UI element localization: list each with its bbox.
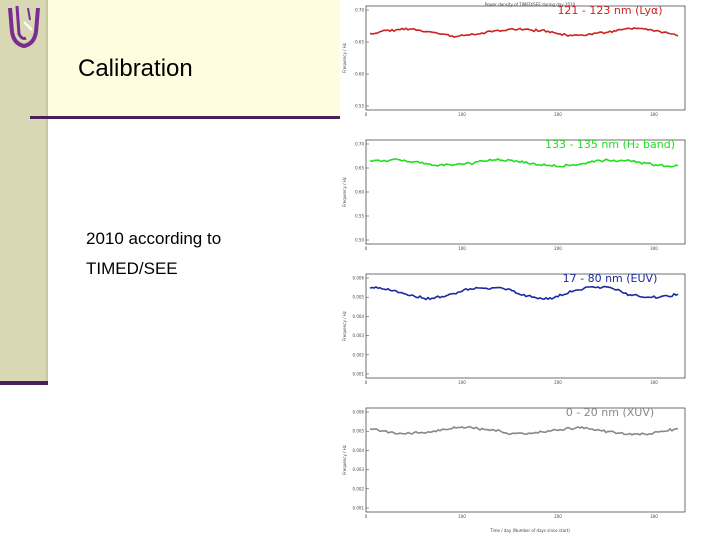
body-line-2: TIMED/SEE	[86, 259, 178, 278]
panel-2-xtick-label: 300	[650, 246, 658, 251]
panel-4-ytick-label: 0.002	[353, 486, 365, 491]
panel-4-ytick-label: 0.003	[353, 467, 365, 472]
panel-3-label: 17 - 80 nm (EUV)	[563, 272, 658, 285]
panel-4-label: 0 - 20 nm (XUV)	[566, 406, 654, 419]
panel-1-xtick-label: 200	[554, 112, 562, 117]
panel-1-label: 121 - 123 nm (Lyα)	[557, 4, 662, 17]
panel-2-series-line	[369, 157, 679, 168]
panel-3-xtick-label: 100	[458, 380, 466, 385]
figure-bottom-xlabel: Time / day (Number of days since start)	[489, 528, 570, 533]
panel-frame-2	[365, 139, 686, 245]
panel-2-ytick-label: 0.55	[355, 214, 364, 219]
panel-4-ytick-label: 0.005	[353, 429, 365, 434]
figure-top-title: Power density of TIMED/SEE during day 20…	[485, 2, 576, 7]
panel-2-label: 133 - 135 nm (H₂ band)	[545, 138, 675, 151]
panel-3-xtick-label: 300	[650, 380, 658, 385]
panel-1-xtick-label: 0	[365, 112, 368, 117]
panel-frame-4	[365, 407, 686, 513]
panel-2-ytick-label: 0.60	[355, 190, 364, 195]
panel-2-ytick-label: 0.70	[355, 142, 364, 147]
panel-1-ytick-label: 0.65	[355, 40, 364, 45]
panel-3-ytick-label: 0.005	[353, 295, 365, 300]
panel-1-ylabel: Frequency / Hz	[342, 43, 347, 73]
panel-1-series-line	[369, 27, 679, 38]
panel-4-ytick-label: 0.001	[353, 506, 365, 511]
panel-2-ytick-label: 0.65	[355, 166, 364, 171]
panel-1-ytick-label: 0.70	[355, 8, 364, 13]
panel-2-xtick-label: 200	[554, 246, 562, 251]
panel-1-ytick-label: 0.55	[355, 104, 364, 109]
panel-3-xtick-label: 200	[554, 380, 562, 385]
slide-title: Calibration	[78, 55, 193, 82]
panel-frame-1	[365, 5, 686, 111]
panel-4-xtick-label: 300	[650, 514, 658, 519]
sidebar-rule	[0, 381, 48, 385]
periodogram-svg: Power density of TIMED/SEE during day 20…	[342, 2, 686, 533]
panel-2-xtick-label: 0	[365, 246, 368, 251]
panel-4-ylabel: Frequency / Hz	[342, 445, 347, 475]
panel-2-ylabel: Frequency / Hz	[342, 177, 347, 207]
panel-4-xtick-label: 100	[458, 514, 466, 519]
panel-frame-3	[365, 273, 686, 379]
panel-4-series-line	[369, 425, 679, 436]
panel-2-xtick-label: 100	[458, 246, 466, 251]
panel-3-ytick-label: 0.006	[353, 276, 365, 281]
panel-2-ytick-label: 0.50	[355, 238, 364, 243]
sidebar-decor	[0, 0, 48, 383]
panel-1-xtick-label: 300	[650, 112, 658, 117]
panel-3-ytick-label: 0.004	[353, 314, 365, 319]
panel-1-ytick-label: 0.60	[355, 72, 364, 77]
panel-3-ytick-label: 0.003	[353, 333, 365, 338]
panel-3-series-line	[369, 285, 679, 301]
panel-4-ytick-label: 0.006	[353, 410, 365, 415]
slide-body: 2010 according to TIMED/SEE	[86, 224, 221, 284]
panel-1-xtick-label: 100	[458, 112, 466, 117]
panel-3-xtick-label: 0	[365, 380, 368, 385]
panel-3-ytick-label: 0.002	[353, 352, 365, 357]
panel-3-ylabel: Frequency / Hz	[342, 311, 347, 341]
panel-4-xtick-label: 200	[554, 514, 562, 519]
periodogram-figure: Power density of TIMED/SEE during day 20…	[340, 0, 720, 540]
panel-4-xtick-label: 0	[365, 514, 368, 519]
panel-4-ytick-label: 0.004	[353, 448, 365, 453]
title-underline	[30, 116, 348, 119]
body-line-1: 2010 according to	[86, 229, 222, 248]
panel-3-ytick-label: 0.001	[353, 372, 365, 377]
university-logo-icon	[8, 5, 40, 49]
